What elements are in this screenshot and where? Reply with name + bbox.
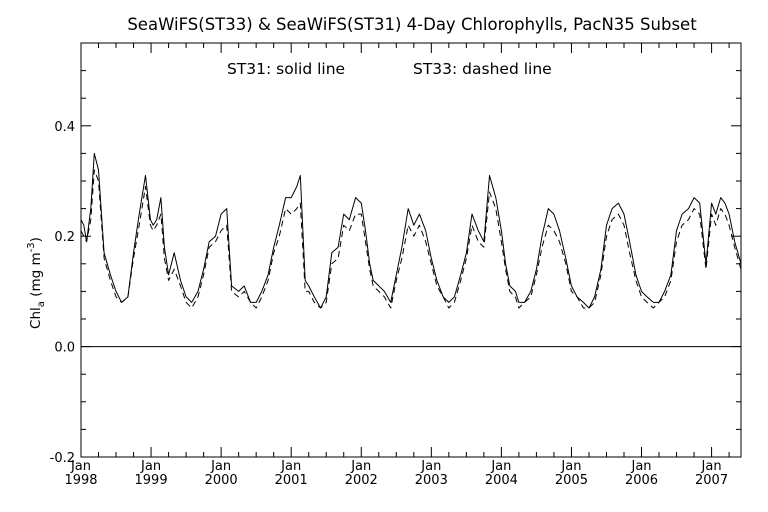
x-tick-year-label: 2006 bbox=[625, 473, 658, 488]
y-axis-label-units: (mg m bbox=[28, 252, 44, 301]
y-axis-label: Chla (mg m-3) bbox=[26, 237, 47, 329]
x-tick-year-label: 2003 bbox=[415, 473, 448, 488]
y-axis-label-main: Chl bbox=[28, 307, 44, 329]
x-tick-year-label: 1998 bbox=[64, 473, 97, 488]
series-line-st31 bbox=[80, 152, 742, 309]
x-tick-month-label: Jan bbox=[420, 459, 441, 474]
x-tick-year-label: 2005 bbox=[555, 473, 588, 488]
series-group bbox=[80, 152, 742, 309]
x-tick-year-label: 1999 bbox=[135, 473, 168, 488]
series-line-st33 bbox=[80, 169, 742, 309]
y-tick-label: 0.2 bbox=[54, 230, 75, 245]
y-axis-label-close: ) bbox=[28, 237, 44, 242]
y-tick-label: 0.4 bbox=[54, 120, 75, 135]
y-axis-ticks: -0.2 0.0 0.2 0.4 bbox=[50, 42, 741, 466]
x-tick-month-label: Jan bbox=[560, 459, 581, 474]
x-tick-month-label: Jan bbox=[630, 459, 651, 474]
x-tick-year-label: 2004 bbox=[485, 473, 518, 488]
x-tick-year-label: 2007 bbox=[695, 473, 728, 488]
x-axis-ticks: Jan1998Jan1999Jan2000Jan2001Jan2002Jan20… bbox=[64, 43, 730, 488]
x-tick-month-label: Jan bbox=[701, 459, 722, 474]
x-tick-month-label: Jan bbox=[280, 459, 301, 474]
y-axis-label-sup: -3 bbox=[26, 242, 37, 252]
x-tick-month-label: Jan bbox=[490, 459, 511, 474]
x-tick-year-label: 2001 bbox=[275, 473, 308, 488]
x-tick-month-label: Jan bbox=[210, 459, 231, 474]
annotation-st31: ST31: solid line bbox=[227, 60, 345, 78]
y-tick-label: 0.0 bbox=[54, 341, 75, 356]
x-tick-month-label: Jan bbox=[70, 459, 91, 474]
x-tick-month-label: Jan bbox=[350, 459, 371, 474]
x-tick-month-label: Jan bbox=[140, 459, 161, 474]
y-axis-label-sub: a bbox=[36, 301, 47, 307]
y-tick-label: -0.2 bbox=[50, 451, 75, 466]
chart-title: SeaWiFS(ST33) & SeaWiFS(ST31) 4-Day Chlo… bbox=[127, 15, 697, 34]
x-tick-year-label: 2002 bbox=[345, 473, 378, 488]
annotation-st33: ST33: dashed line bbox=[413, 60, 552, 78]
plot-frame bbox=[80, 42, 742, 458]
x-tick-year-label: 2000 bbox=[205, 473, 238, 488]
